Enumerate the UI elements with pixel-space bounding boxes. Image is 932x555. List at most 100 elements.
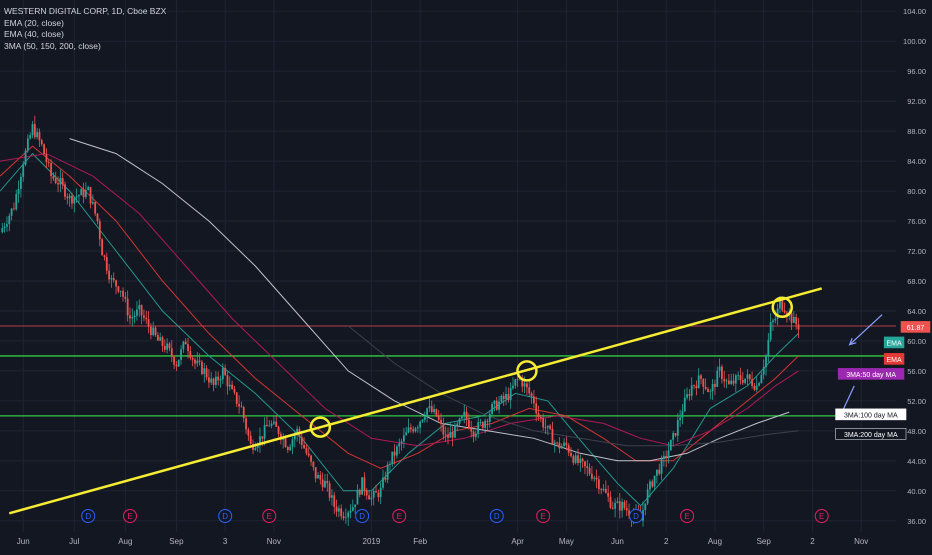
- candle-body: [231, 384, 234, 390]
- event-marker-circle: [122, 509, 137, 523]
- event-marker-E: E: [680, 509, 695, 523]
- candle-body: [159, 337, 162, 341]
- candle-body: [649, 481, 651, 490]
- candle-body: [351, 507, 354, 511]
- candle-body: [430, 406, 433, 413]
- candle-body: [500, 395, 503, 402]
- candle-body: [29, 135, 32, 139]
- highlight-circle: [309, 416, 332, 438]
- candle-body: [477, 422, 480, 434]
- candle-body: [358, 490, 361, 495]
- event-marker-circle: [814, 509, 829, 523]
- candle-body: [156, 335, 159, 341]
- candle-body: [714, 384, 716, 387]
- event-marker-label: D: [359, 512, 365, 521]
- candle-body: [152, 327, 155, 336]
- candle-body: [558, 442, 561, 449]
- candle-body: [570, 452, 572, 457]
- event-marker-label: E: [397, 512, 402, 521]
- candle-body: [656, 469, 658, 476]
- candle-body: [78, 195, 80, 197]
- candle-body: [574, 455, 577, 463]
- legend-3ma[interactable]: 3MA (50, 150, 200, close): [4, 40, 101, 51]
- candle-body: [725, 380, 728, 382]
- legend-ema-20[interactable]: EMA (20, close): [4, 17, 64, 28]
- candle-body: [45, 154, 48, 163]
- candle-body: [391, 451, 394, 464]
- candle-body: [254, 448, 257, 450]
- candle-body: [19, 176, 22, 189]
- candle-body: [760, 374, 763, 384]
- candle-body: [765, 355, 767, 368]
- candle-body: [751, 379, 753, 386]
- candle-body: [338, 508, 340, 512]
- candle-body: [437, 416, 440, 420]
- candle-body: [33, 124, 36, 138]
- event-marker-E: E: [262, 509, 277, 523]
- candle-body: [180, 349, 182, 360]
- price-label: EMA: [883, 336, 905, 349]
- candle-body: [68, 195, 71, 199]
- candle-body: [711, 384, 714, 392]
- y-tick-label: 56.00: [907, 367, 926, 376]
- candle-body: [604, 488, 607, 493]
- candle-body: [173, 356, 175, 365]
- candle-body: [618, 501, 621, 511]
- event-marker-circle: [392, 509, 407, 523]
- event-marker-circle: [536, 509, 551, 523]
- candle-body: [586, 466, 589, 469]
- candle-body: [707, 388, 709, 393]
- event-marker-label: E: [684, 512, 689, 521]
- event-marker-label: D: [494, 512, 500, 521]
- chart-title[interactable]: WESTERN DIGITAL CORP, 1D, Cboe BZX: [4, 6, 167, 16]
- candle-body: [124, 296, 127, 299]
- candle-body: [82, 189, 85, 198]
- price-label: EMA: [883, 353, 905, 365]
- candle-body: [546, 425, 549, 428]
- event-marker-circle: [262, 509, 277, 523]
- candle-body: [270, 423, 273, 426]
- price-label-text: EMA: [887, 340, 903, 347]
- candle-body: [317, 474, 319, 479]
- legend-ema-40[interactable]: EMA (40, close): [4, 29, 64, 39]
- candle-body: [196, 360, 199, 364]
- candle-body: [36, 132, 39, 138]
- candle-body: [539, 417, 542, 419]
- candle-body: [560, 445, 563, 449]
- candle-body: [542, 418, 545, 428]
- candle-body: [205, 368, 208, 378]
- candle-body: [419, 421, 422, 428]
- event-marker-E: E: [122, 509, 137, 523]
- candle-body: [693, 385, 695, 387]
- candle-body: [147, 319, 150, 327]
- candle-body: [409, 427, 412, 430]
- candle-body: [512, 385, 514, 389]
- candle-body: [59, 177, 62, 185]
- candle-body: [296, 428, 299, 436]
- candle-body: [772, 320, 774, 322]
- candle-body: [507, 393, 510, 401]
- candle-body: [730, 380, 733, 384]
- candle-body: [259, 436, 261, 446]
- highlight-circle: [771, 296, 794, 318]
- indicator-line: [0, 153, 799, 447]
- candle-body: [658, 469, 661, 474]
- candle-body: [110, 278, 113, 280]
- candle-body: [384, 477, 387, 480]
- x-tick-label: Jun: [611, 537, 624, 546]
- candle-body: [208, 377, 210, 383]
- x-tick-label: 2: [664, 537, 669, 546]
- candle-body: [175, 364, 178, 367]
- candle-body: [347, 512, 350, 518]
- candle-body: [112, 278, 115, 281]
- candle-body: [136, 309, 138, 316]
- candle-body: [405, 432, 408, 436]
- candle-body: [140, 305, 143, 316]
- candle-body: [723, 378, 726, 382]
- candle-body: [709, 391, 712, 393]
- candle-body: [412, 429, 415, 432]
- candle-body: [47, 162, 50, 164]
- y-tick-label: 72.00: [907, 247, 926, 256]
- candle-body: [96, 213, 99, 222]
